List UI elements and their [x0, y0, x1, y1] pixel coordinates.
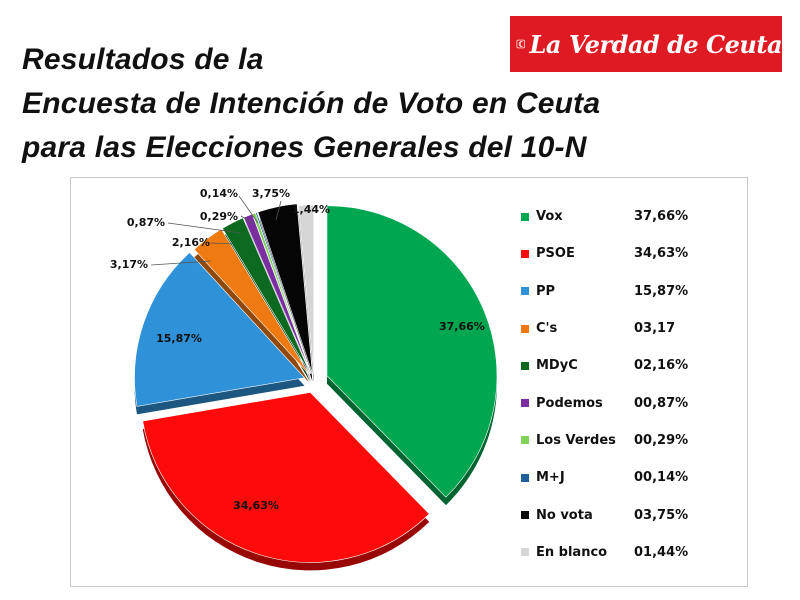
legend-swatch	[521, 548, 529, 557]
chart-legend: Vox 37,66% PSOE 34,63% PP 15,87% C's 03,17 MDyC 0…	[521, 198, 741, 571]
title-line-3: para las Elecciones Generales del 10-N	[22, 131, 587, 164]
legend-label: Vox	[536, 209, 563, 225]
legend-label: En blanco	[536, 544, 608, 560]
data-label: 37,66%	[439, 320, 485, 333]
newspaper-logo-icon	[516, 39, 526, 49]
legend-swatch	[521, 287, 529, 296]
pie-slice-psoe	[142, 392, 430, 563]
pie-slice-mdyc	[221, 217, 311, 375]
legend-item: PSOE 34,63%	[521, 235, 741, 272]
legend-label: C's	[536, 321, 558, 337]
legend-value: 02,16%	[634, 358, 689, 374]
legend-swatch	[521, 249, 529, 258]
legend-value: 00,87%	[634, 395, 689, 411]
chart-frame: 37,66% 34,63% 15,87% 3,17% 2,16% 0,87% 0,29% 0,…	[70, 177, 748, 587]
legend-swatch	[521, 399, 529, 408]
legend-value: 01,44%	[634, 544, 689, 560]
logo: La Verdad de Ceuta	[510, 16, 783, 72]
leader-line	[150, 260, 212, 266]
data-label: 1,44%	[292, 203, 330, 216]
data-label: 0,87%	[127, 216, 165, 229]
legend-value: 03,17	[634, 321, 676, 337]
legend-item: Podemos 00,87%	[521, 384, 741, 421]
pie-slice-vox	[326, 205, 498, 498]
legend-item: En blanco 01,44%	[521, 534, 741, 571]
legend-swatch	[521, 324, 529, 333]
pie-slice-no-vota	[257, 203, 313, 374]
legend-value: 37,66%	[634, 209, 689, 225]
legend-label: No vota	[536, 507, 593, 523]
title-line-1: Resultados de la	[22, 43, 264, 76]
legend-swatch	[521, 436, 529, 445]
leader-line	[238, 195, 259, 224]
legend-value: 34,63%	[634, 246, 689, 262]
leader-line	[240, 215, 255, 225]
data-label: 0,29%	[200, 210, 238, 223]
legend-label: Podemos	[536, 395, 603, 411]
legend-label: PP	[536, 283, 556, 299]
legend-label: M+J	[536, 470, 565, 486]
data-label: 34,63%	[233, 499, 279, 512]
pie-slice-c-s	[193, 228, 310, 375]
pie-slice-m-j	[255, 212, 312, 374]
legend-label: Los Verdes	[536, 432, 616, 448]
legend-swatch	[521, 511, 529, 520]
data-label: 2,16%	[172, 236, 210, 249]
legend-item: C's 03,17	[521, 310, 741, 347]
legend-item: PP 15,87%	[521, 273, 741, 310]
legend-label: PSOE	[536, 246, 575, 262]
pie-slice-pp	[134, 252, 306, 407]
legend-value: 03,75%	[634, 507, 689, 523]
page-title: Resultados de la Encuesta de Intención d…	[22, 38, 600, 170]
data-label: 15,87%	[156, 332, 202, 345]
legend-item: Los Verdes 00,29%	[521, 422, 741, 459]
legend-value: 15,87%	[634, 283, 689, 299]
legend-value: 00,14%	[634, 470, 689, 486]
legend-item: No vota 03,75%	[521, 496, 741, 533]
pie-chart: 37,66% 34,63% 15,87% 3,17% 2,16% 0,87% 0,29% 0,…	[110, 187, 498, 571]
pie-slice-en-blanco	[298, 204, 315, 376]
title-line-2: Encuesta de Intención de Voto en Ceuta	[22, 87, 601, 120]
legend-value: 00,29%	[634, 432, 689, 448]
leader-line	[167, 222, 242, 234]
legend-label: MDyC	[536, 358, 578, 374]
legend-swatch	[521, 361, 529, 370]
leader-line	[275, 200, 282, 221]
legend-item: M+J 00,14%	[521, 459, 741, 496]
logo-text: La Verdad de Ceuta	[529, 29, 783, 59]
legend-item: MDyC 02,16%	[521, 347, 741, 384]
legend-item: Vox 37,66%	[521, 198, 741, 235]
data-label: 0,14%	[200, 187, 238, 200]
leader-line	[210, 242, 234, 245]
legend-swatch	[521, 473, 529, 482]
data-label: 3,17%	[110, 258, 148, 271]
legend-swatch	[521, 212, 529, 221]
data-label: 3,75%	[252, 187, 290, 200]
